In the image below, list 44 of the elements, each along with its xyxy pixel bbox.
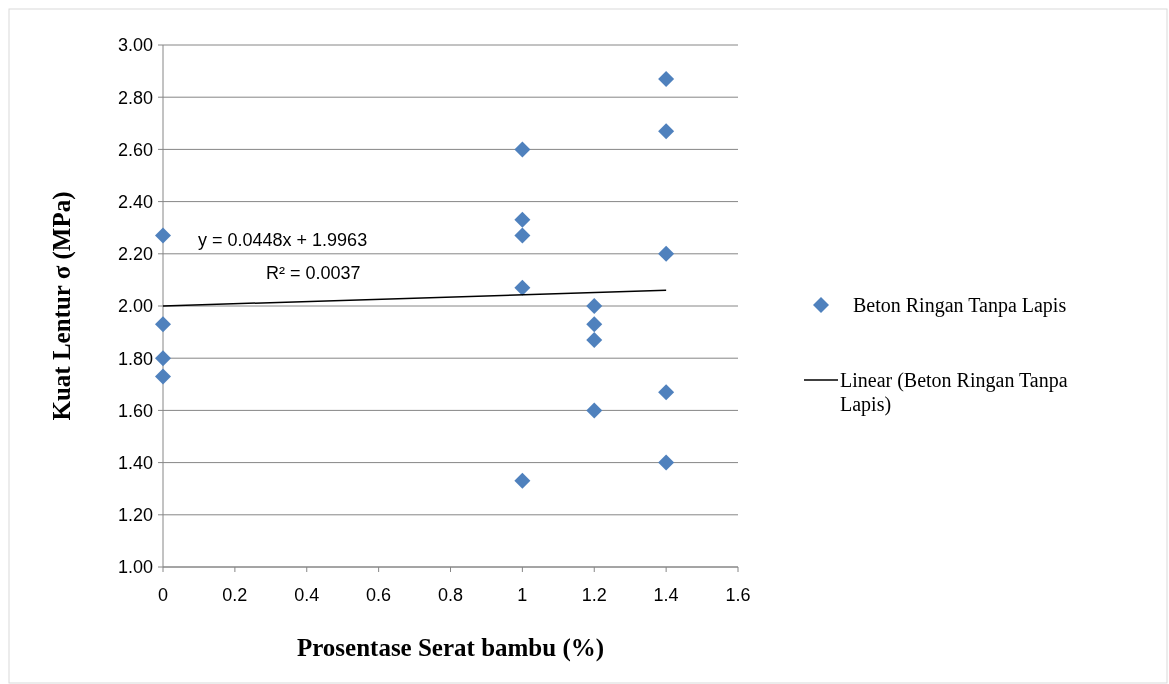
y-tick-label: 2.00 <box>117 296 153 317</box>
annotation: R² = 0.0037 <box>266 263 361 283</box>
x-tick-label: 0 <box>157 585 169 605</box>
point <box>658 245 675 262</box>
x-tick-label: 0.8 <box>437 585 464 605</box>
legend-label: Beton Ringan Tanpa Lapis <box>853 294 1067 317</box>
x-tick-label: 1.6 <box>725 585 751 605</box>
point <box>514 227 531 244</box>
y-tick-label: 1.80 <box>117 348 153 369</box>
point <box>586 331 603 348</box>
x-tick-label: 1.4 <box>653 585 679 605</box>
point <box>514 472 531 489</box>
y-tick-label: 1.20 <box>117 505 153 526</box>
y-tick-label: 2.40 <box>117 191 153 212</box>
point <box>514 279 531 296</box>
point <box>658 454 675 471</box>
y-tick-label: 2.80 <box>117 87 153 108</box>
legend-label: Linear (Beton Ringan Tanpa Lapis) <box>840 369 1068 416</box>
y-tick-label: 1.00 <box>117 557 153 578</box>
point <box>586 316 603 333</box>
annotation: y = 0.0448x + 1.9963 <box>198 230 368 250</box>
point <box>155 316 171 333</box>
x-tick-label: 0.2 <box>222 585 248 605</box>
y-tick-label: 1.40 <box>117 452 153 473</box>
point <box>586 402 603 419</box>
point <box>155 368 171 385</box>
point <box>658 384 675 401</box>
x-tick-label: 0.6 <box>366 585 392 605</box>
x-axis-title: Prosentase Serat bambu (%) <box>296 634 605 662</box>
y-tick-label: 2.20 <box>117 244 153 265</box>
point <box>586 298 603 314</box>
point <box>155 350 171 367</box>
y-tick-label: 1.60 <box>117 400 153 421</box>
x-tick-label: 0.4 <box>294 585 320 605</box>
x-tick-label: 1.2 <box>581 585 607 605</box>
y-tick-label: 3.00 <box>117 35 153 56</box>
point <box>514 141 531 158</box>
y-tick-label: 2.60 <box>117 139 153 160</box>
y-axis-title: Kuat Lentur σ (MPa) <box>48 191 76 421</box>
point <box>658 70 675 87</box>
point <box>514 211 531 228</box>
point <box>658 123 675 140</box>
x-tick-label: 1 <box>517 585 528 605</box>
point <box>155 227 171 244</box>
